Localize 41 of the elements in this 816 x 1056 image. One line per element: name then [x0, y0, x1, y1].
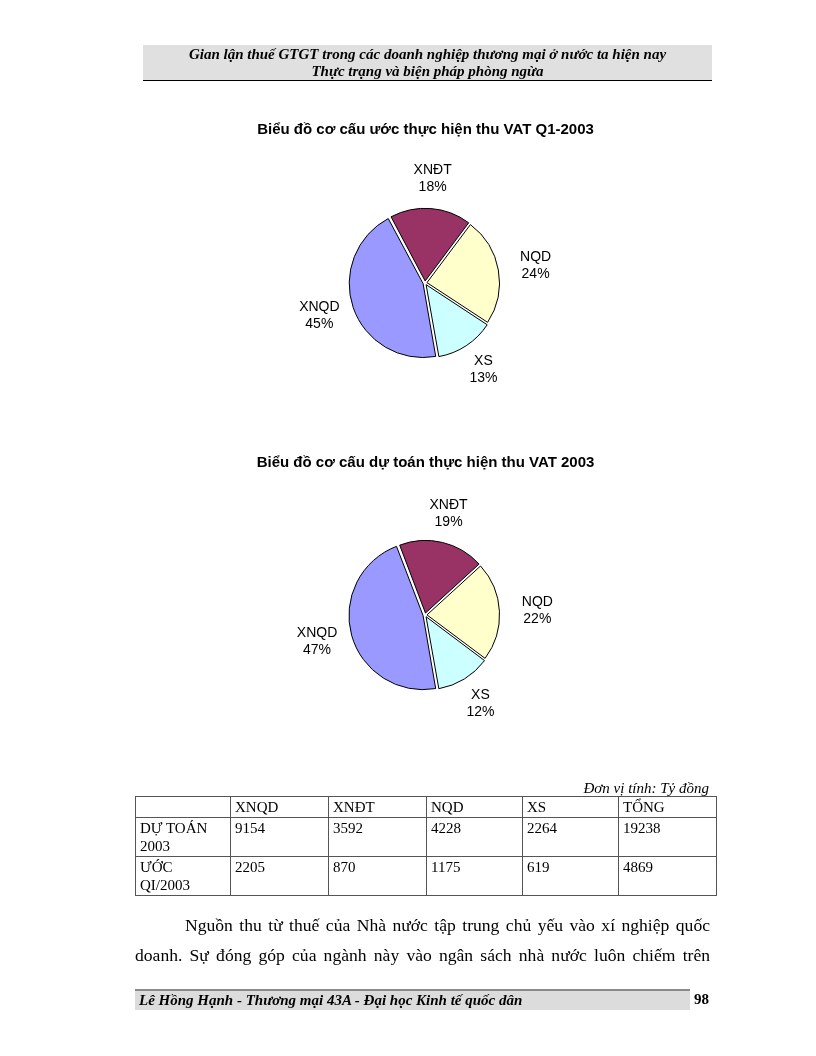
slice-label: NQD: [520, 248, 552, 265]
data-label: 3592: [328, 817, 427, 857]
text: Nguồn thu từ thuế của Nhà nước tập trung chủ yếu vào xí nghiệp quốc doanh. Sự đóng góp của ngành này vào ngân sách nhà nước luôn chiếm trên: [135, 914, 710, 967]
slice-label: XNQD: [299, 298, 340, 315]
text: DỰ TOÁN 2003: [135, 817, 231, 857]
data-label: 45%: [305, 315, 334, 332]
chart-title: Biểu đồ cơ cấu dự toán thực hiện thu VAT 2003: [255, 453, 596, 471]
category-label: NQD: [426, 796, 523, 818]
data-label: 870: [328, 856, 427, 896]
slice-label: XS: [474, 351, 493, 368]
data-label: 2205: [230, 856, 329, 896]
text: 98: [694, 990, 709, 1009]
data-label: 19238: [618, 817, 717, 857]
slice-label: XNQD: [296, 623, 338, 640]
slice-label: XS: [471, 685, 490, 702]
text: Gian lận thuế GTGT trong các doanh nghiệp thương mại ở nước ta hiện nay: [187, 46, 668, 63]
data-label: 9154: [230, 817, 329, 857]
data-label: 24%: [521, 265, 550, 282]
data-label: 619: [522, 856, 619, 896]
text: Đơn vị tính: Tỷ đồng: [582, 780, 709, 796]
text: ƯỚC QI/2003: [135, 856, 231, 896]
data-label: 47%: [303, 640, 332, 657]
data-label: 12%: [466, 702, 495, 719]
chart-title: Biểu đồ cơ cấu ước thực hiện thu VAT Q1-2003: [256, 120, 595, 138]
slice-label: XNĐT: [413, 161, 453, 178]
data-label: 2264: [522, 817, 619, 857]
data-label: 1175: [426, 856, 523, 896]
text: Thực trạng và biện pháp phòng ngừa: [310, 63, 545, 80]
slice-label: NQD: [521, 592, 553, 609]
data-label: 4228: [426, 817, 523, 857]
data-label: 13%: [469, 368, 498, 385]
category-label: XNQD: [230, 796, 329, 818]
category-label: XS: [522, 796, 619, 818]
category-label: XNĐT: [328, 796, 427, 818]
category-label: TỔNG: [618, 796, 717, 818]
slice-label: XNĐT: [429, 495, 469, 512]
data-label: 4869: [618, 856, 717, 896]
data-label: 19%: [434, 512, 463, 529]
data-label: 18%: [418, 178, 447, 195]
data-label: 22%: [523, 609, 552, 626]
text: Lê Hồng Hạnh - Thương mại 43A - Đại học Kinh tế quốc dân: [135, 989, 690, 1010]
